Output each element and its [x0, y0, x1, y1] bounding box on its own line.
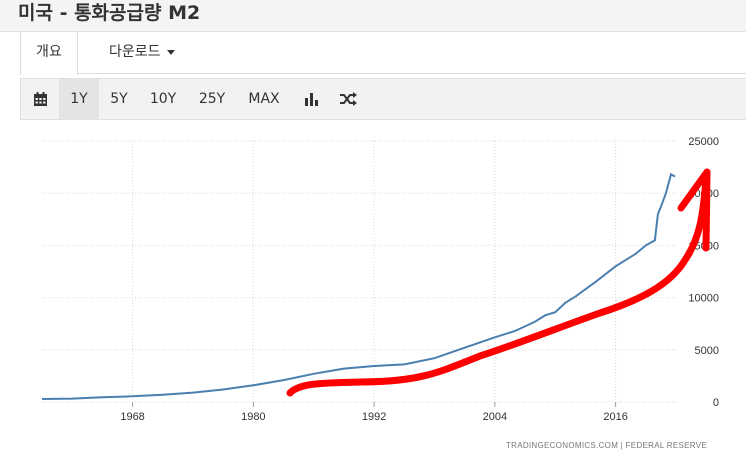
tab-overview-label: 개요 — [36, 44, 62, 60]
annotation-arrow-head — [677, 168, 711, 252]
bar-chart-icon[interactable] — [297, 79, 325, 119]
series-lines — [41, 172, 676, 400]
y-tick-label: 0 — [713, 397, 719, 409]
x-tick-label: 1968 — [120, 411, 144, 423]
series-line-0 — [41, 172, 676, 400]
title-bar: 미국 - 통화공급량 M2 — [0, 0, 746, 32]
tab-download-label: 다운로드 — [109, 44, 161, 60]
range-1y-button[interactable]: 1Y — [59, 79, 99, 119]
tab-overview[interactable]: 개요 — [20, 32, 78, 75]
x-tick-label: 2004 — [483, 411, 507, 423]
chart-toolbar: 1Y 5Y 10Y 25Y MAX — [20, 78, 746, 120]
y-tick-label: 5000 — [695, 345, 719, 357]
x-tick-label: 2016 — [603, 411, 627, 423]
annotation-arrow — [286, 168, 711, 397]
tab-bar: 개요 다운로드 — [20, 32, 746, 75]
chart-source: TRADINGECONOMICS.COM | FEDERAL RESERVE — [506, 441, 707, 450]
shuffle-icon[interactable] — [333, 79, 363, 119]
calendar-icon[interactable] — [21, 79, 59, 119]
annotation-arrow-curve — [286, 176, 710, 397]
y-tick-label: 25000 — [688, 136, 719, 148]
page-title: 미국 - 통화공급량 M2 — [18, 2, 201, 24]
range-5y-button[interactable]: 5Y — [110, 91, 128, 107]
range-25y-button[interactable]: 25Y — [198, 91, 226, 107]
range-max-button[interactable]: MAX — [248, 91, 280, 107]
range-10y-button[interactable]: 10Y — [149, 91, 177, 107]
x-axis: 1968 1980 1992 2004 2016 — [120, 402, 628, 423]
chart-grid — [42, 140, 676, 403]
x-tick-label: 1980 — [241, 411, 265, 423]
caret-down-icon — [166, 49, 175, 55]
y-tick-label: 10000 — [688, 293, 719, 305]
tab-download[interactable]: 다운로드 — [94, 32, 190, 74]
x-tick-label: 1992 — [362, 411, 386, 423]
